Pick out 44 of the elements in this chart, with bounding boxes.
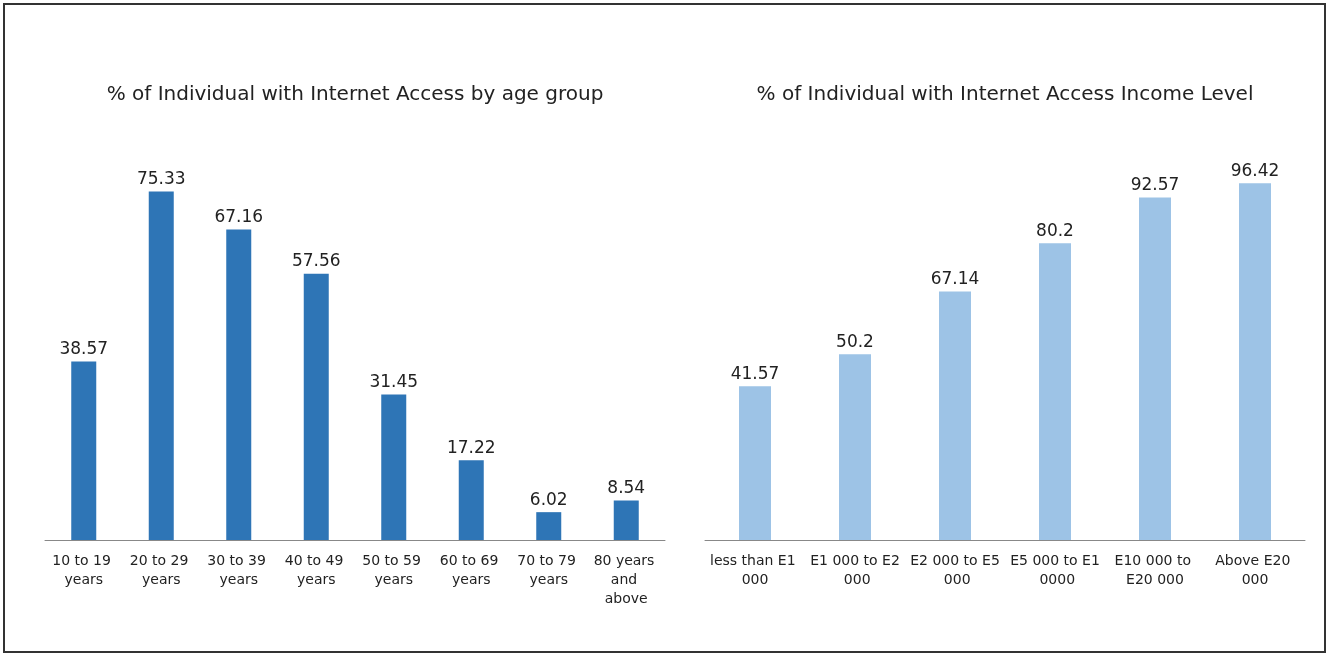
x-tick-label: less than E1 000 [709,551,801,587]
bar [536,512,562,540]
bar [1039,243,1071,540]
data-label: 67.16 [214,205,264,226]
bar [303,273,329,540]
data-label: 6.02 [529,488,568,509]
data-label: 17.22 [446,436,496,457]
bar [381,394,407,540]
chart-title: % of Individual with Internet Access Income Level [756,81,1254,105]
data-label: 92.57 [1130,173,1180,194]
data-label: 31.45 [369,371,419,392]
x-tick-label: Above E20 000 [1215,551,1295,587]
data-label: 8.54 [607,477,646,497]
bar [71,361,97,540]
x-tick-label: E10 000 to E20 000 [1114,551,1196,587]
x-tick-label: 70 to 79 years [517,551,581,587]
x-tick-label: E1 000 to E2 000 [810,551,900,587]
data-label: 80.2 [1036,219,1074,240]
x-tick-label: 10 to 19 years [52,551,116,587]
data-label: 67.14 [930,268,980,289]
bar [939,291,971,540]
data-label: 57.56 [291,250,341,271]
bar [458,460,484,540]
data-label: 38.57 [59,338,109,359]
x-tick-label: 80 years and above [593,551,659,606]
x-tick-label: 60 to 69 years [439,551,503,587]
bar [1139,197,1171,540]
data-label: 75.33 [136,168,186,189]
bar [613,500,639,540]
x-tick-label: 20 to 29 years [129,551,193,587]
chart-title: % of Individual with Internet Access by age group [106,81,604,105]
bar [839,354,871,540]
x-tick-label: 30 to 39 years [207,551,271,587]
x-tick-label: 40 to 49 years [284,551,348,587]
data-label: 96.42 [1230,159,1280,180]
bar [739,386,771,540]
bar [226,229,252,540]
bar [1239,183,1271,540]
x-tick-label: E5 000 to E1 0000 [1010,551,1100,587]
data-label: 50.2 [836,330,874,351]
x-tick-label: E2 000 to E5 000 [910,551,1000,587]
data-label: 41.57 [730,362,780,383]
bar [148,191,174,540]
x-tick-label: 50 to 59 years [362,551,426,587]
